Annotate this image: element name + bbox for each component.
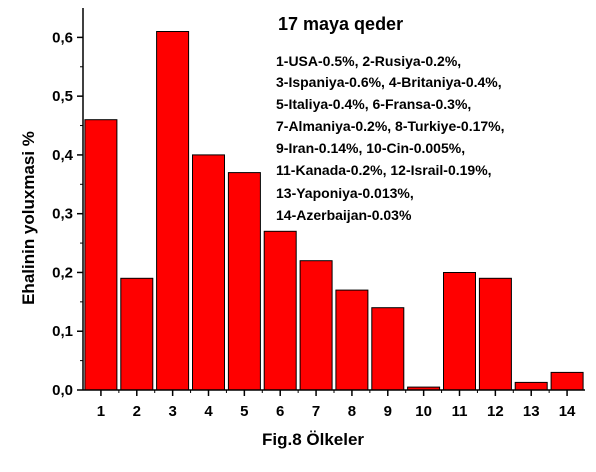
annotation-line: 13-Yaponiya-0.013%,	[276, 185, 414, 201]
y-tick-label: 0,5	[52, 88, 73, 105]
bars	[84, 31, 584, 391]
y-tick-label: 0,1	[52, 323, 73, 340]
x-tick-label: 11	[452, 403, 468, 420]
x-tick-label: 14	[559, 403, 576, 420]
y-axis-title: Ehalinin yoluxmasi %	[19, 131, 38, 305]
bar	[478, 277, 512, 391]
y-tick-label: 0,6	[52, 29, 73, 46]
bar	[335, 289, 369, 391]
x-axis-title: Fig.8 Ölkeler	[262, 430, 364, 449]
x-tick-label: 8	[348, 403, 356, 420]
bar	[514, 381, 548, 391]
y-tick-label: 0,2	[52, 264, 73, 281]
bar	[156, 31, 190, 391]
x-tick-label: 13	[523, 403, 540, 420]
x-tick-label: 4	[204, 403, 213, 420]
x-tick-label: 12	[487, 403, 504, 420]
y-tick-label: 0,0	[52, 382, 73, 399]
bar	[120, 277, 154, 391]
x-tick-label: 10	[415, 403, 432, 420]
x-tick-label: 3	[168, 403, 176, 420]
annotation-line: 5-Italiya-0.4%, 6-Fransa-0.3%,	[276, 96, 471, 112]
x-tick-label: 9	[384, 403, 392, 420]
bar	[84, 119, 118, 391]
x-tick-label: 1	[97, 403, 105, 420]
bar	[263, 230, 297, 391]
bar	[443, 272, 476, 391]
annotation-line: 1-USA-0.5%, 2-Rusiya-0.2%,	[276, 53, 461, 69]
x-tick-label: 5	[240, 403, 248, 420]
chart-title: 17 maya qeder	[278, 14, 403, 34]
bar	[299, 260, 333, 391]
bar	[371, 307, 405, 391]
annotation-line: 14-Azerbaijan-0.03%	[276, 207, 412, 223]
annotation-line: 3-Ispaniya-0.6%, 4-Britaniya-0.4%,	[276, 74, 502, 90]
y-tick-label: 0,3	[52, 206, 73, 223]
x-tick-label: 2	[133, 403, 141, 420]
bar	[550, 371, 584, 391]
annotation-line: 7-Almaniya-0.2%, 8-Turkiye-0.17%,	[276, 118, 505, 134]
x-tick-label: 7	[312, 403, 320, 420]
y-tick-label: 0,4	[52, 147, 74, 164]
annotation-line: 11-Kanada-0.2%, 12-Israil-0.19%,	[276, 162, 492, 178]
bar	[192, 154, 225, 391]
bar	[227, 172, 261, 391]
annotation-legend: 1-USA-0.5%, 2-Rusiya-0.2%, 3-Ispaniya-0.…	[276, 53, 505, 223]
annotation-line: 9-Iran-0.14%, 10-Cin-0.005%,	[276, 140, 465, 156]
ticks: 0,00,10,20,30,40,50,61 2 3 4 5 6 7 8 9 10 11 12 13 14	[52, 29, 576, 420]
x-tick-label: 6	[276, 403, 284, 420]
